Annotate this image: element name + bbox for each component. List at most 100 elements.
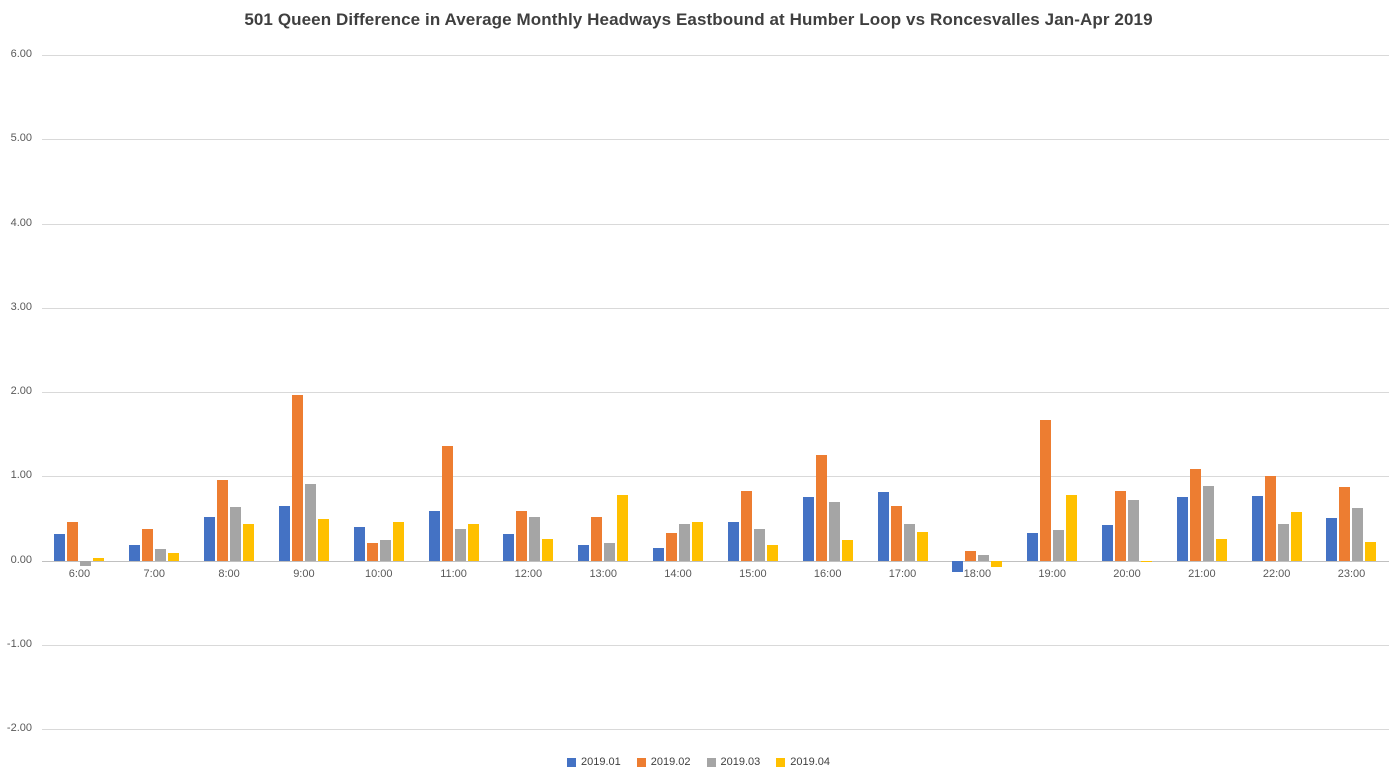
bar-2019.01-19:00	[1027, 532, 1039, 561]
bar-2019.03-23:00	[1352, 508, 1364, 561]
bar-2019.04-10:00	[392, 521, 404, 561]
gridline	[42, 644, 1389, 646]
bar-2019.01-7:00	[129, 545, 141, 561]
bar-2019.01-6:00	[54, 534, 66, 561]
bar-2019.04-19:00	[1066, 494, 1078, 561]
y-axis-tick-label: -2.00	[6, 722, 32, 734]
bar-2019.04-8:00	[243, 524, 255, 561]
bar-2019.01-15:00	[727, 521, 739, 561]
bar-2019.01-23:00	[1326, 518, 1338, 561]
category-group: 6:00	[42, 55, 117, 729]
legend-label: 2019.03	[720, 756, 761, 768]
bar-2019.03-19:00	[1053, 530, 1065, 561]
bar-2019.03-11:00	[454, 529, 466, 561]
bar-2019.04-17:00	[916, 531, 928, 561]
gridline	[42, 55, 1389, 56]
bar-2019.03-21:00	[1202, 486, 1214, 561]
bar-2019.02-19:00	[1040, 419, 1052, 561]
bar-2019.03-12:00	[529, 516, 541, 561]
bar-2019.02-8:00	[217, 479, 229, 561]
bar-2019.04-12:00	[542, 539, 554, 561]
x-axis-tick-label: 6:00	[68, 567, 91, 580]
legend-item: 2019.02	[636, 756, 691, 768]
category-group: 19:00	[1015, 55, 1090, 729]
bar-2019.02-13:00	[591, 516, 603, 561]
x-axis-tick-label: 10:00	[364, 567, 393, 580]
x-axis-tick-label: 15:00	[739, 567, 767, 580]
bar-2019.04-7:00	[168, 552, 180, 561]
bar-2019.02-21:00	[1189, 468, 1201, 561]
x-axis-tick-label: 7:00	[143, 567, 165, 580]
category-group: 22:00	[1239, 55, 1314, 729]
bar-2019.02-17:00	[890, 505, 902, 561]
x-axis-tick-label: 22:00	[1262, 567, 1291, 580]
plot-area: 6:00 7:00 8:00 9:00 10:00 11:00 12:00 13:00 14:0…	[42, 55, 1389, 730]
x-axis-tick-label: 11:00	[440, 567, 467, 580]
gridline	[42, 392, 1389, 393]
bar-2019.04-16:00	[841, 540, 853, 561]
x-axis-tick-label: 13:00	[589, 567, 617, 580]
category-group: 10:00	[341, 55, 416, 729]
bar-2019.03-8:00	[230, 507, 242, 561]
legend-swatch	[706, 757, 716, 767]
bar-2019.03-16:00	[828, 502, 840, 561]
bar-2019.02-7:00	[142, 528, 154, 561]
gridline	[42, 729, 1389, 730]
bar-2019.02-10:00	[366, 542, 378, 561]
gridline	[42, 476, 1389, 478]
category-group: 12:00	[491, 55, 566, 729]
x-axis-tick-label: 23:00	[1337, 567, 1366, 580]
category-group: 16:00	[790, 55, 865, 729]
legend-label: 2019.04	[790, 756, 831, 768]
bar-2019.03-9:00	[304, 483, 316, 561]
bar-2019.03-17:00	[903, 524, 915, 561]
bar-2019.03-10:00	[379, 540, 391, 561]
x-axis-line	[42, 560, 1389, 562]
legend-swatch	[566, 757, 576, 767]
y-axis-tick-label: 5.00	[10, 132, 32, 145]
y-axis-tick-label: 3.00	[10, 300, 32, 313]
category-group: 17:00	[865, 55, 940, 729]
y-axis-tick-label: 1.00	[10, 469, 32, 482]
bar-2019.04-20:00	[1141, 560, 1152, 563]
x-axis-tick-label: 12:00	[514, 567, 543, 580]
gridline	[42, 307, 1389, 309]
x-axis-tick-label: 14:00	[664, 567, 692, 580]
bar-2019.03-7:00	[155, 548, 167, 561]
legend-swatch	[636, 757, 646, 767]
bar-2019.01-13:00	[578, 545, 590, 561]
category-group: 7:00	[117, 55, 192, 729]
gridline	[42, 139, 1389, 141]
x-axis-tick-label: 20:00	[1113, 567, 1141, 580]
bar-2019.02-9:00	[291, 394, 303, 561]
y-axis-tick-label: 6.00	[10, 48, 32, 60]
y-axis: 6.00 5.00 4.00 3.00 2.00 1.00 0.00 -1.00 -2.00	[0, 48, 36, 734]
bar-2019.04-15:00	[766, 545, 778, 561]
bar-2019.02-12:00	[516, 510, 528, 561]
category-group: 14:00	[641, 55, 716, 729]
bar-2019.04-9:00	[317, 519, 329, 561]
bar-2019.02-11:00	[441, 445, 453, 561]
x-axis-tick-label: 8:00	[218, 567, 240, 580]
legend: 2019.01 2019.02 2019.03 2019.04	[0, 756, 1397, 768]
bar-2019.01-9:00	[278, 505, 290, 561]
bar-2019.01-17:00	[877, 492, 889, 561]
bar-2019.04-14:00	[692, 521, 704, 561]
bar-2019.04-11:00	[467, 524, 479, 561]
y-axis-tick-label: -1.00	[6, 637, 32, 650]
bar-2019.01-14:00	[653, 547, 665, 561]
category-group: 20:00	[1090, 55, 1165, 729]
category-group: 13:00	[566, 55, 641, 729]
category-group: 11:00	[416, 55, 491, 729]
legend-label: 2019.01	[580, 756, 621, 768]
bar-2019.01-18:00	[952, 560, 964, 573]
gridline	[42, 223, 1389, 225]
category-group: 18:00	[940, 55, 1015, 729]
bar-2019.01-22:00	[1251, 495, 1263, 561]
bar-2019.03-20:00	[1128, 499, 1139, 561]
y-axis-tick-label: 0.00	[10, 553, 32, 566]
legend-label: 2019.02	[650, 756, 691, 768]
plot-groups: 6:00 7:00 8:00 9:00 10:00 11:00 12:00 13:00 14:0…	[42, 55, 1389, 729]
category-group: 15:00	[715, 55, 790, 729]
bar-2019.02-22:00	[1264, 476, 1276, 561]
